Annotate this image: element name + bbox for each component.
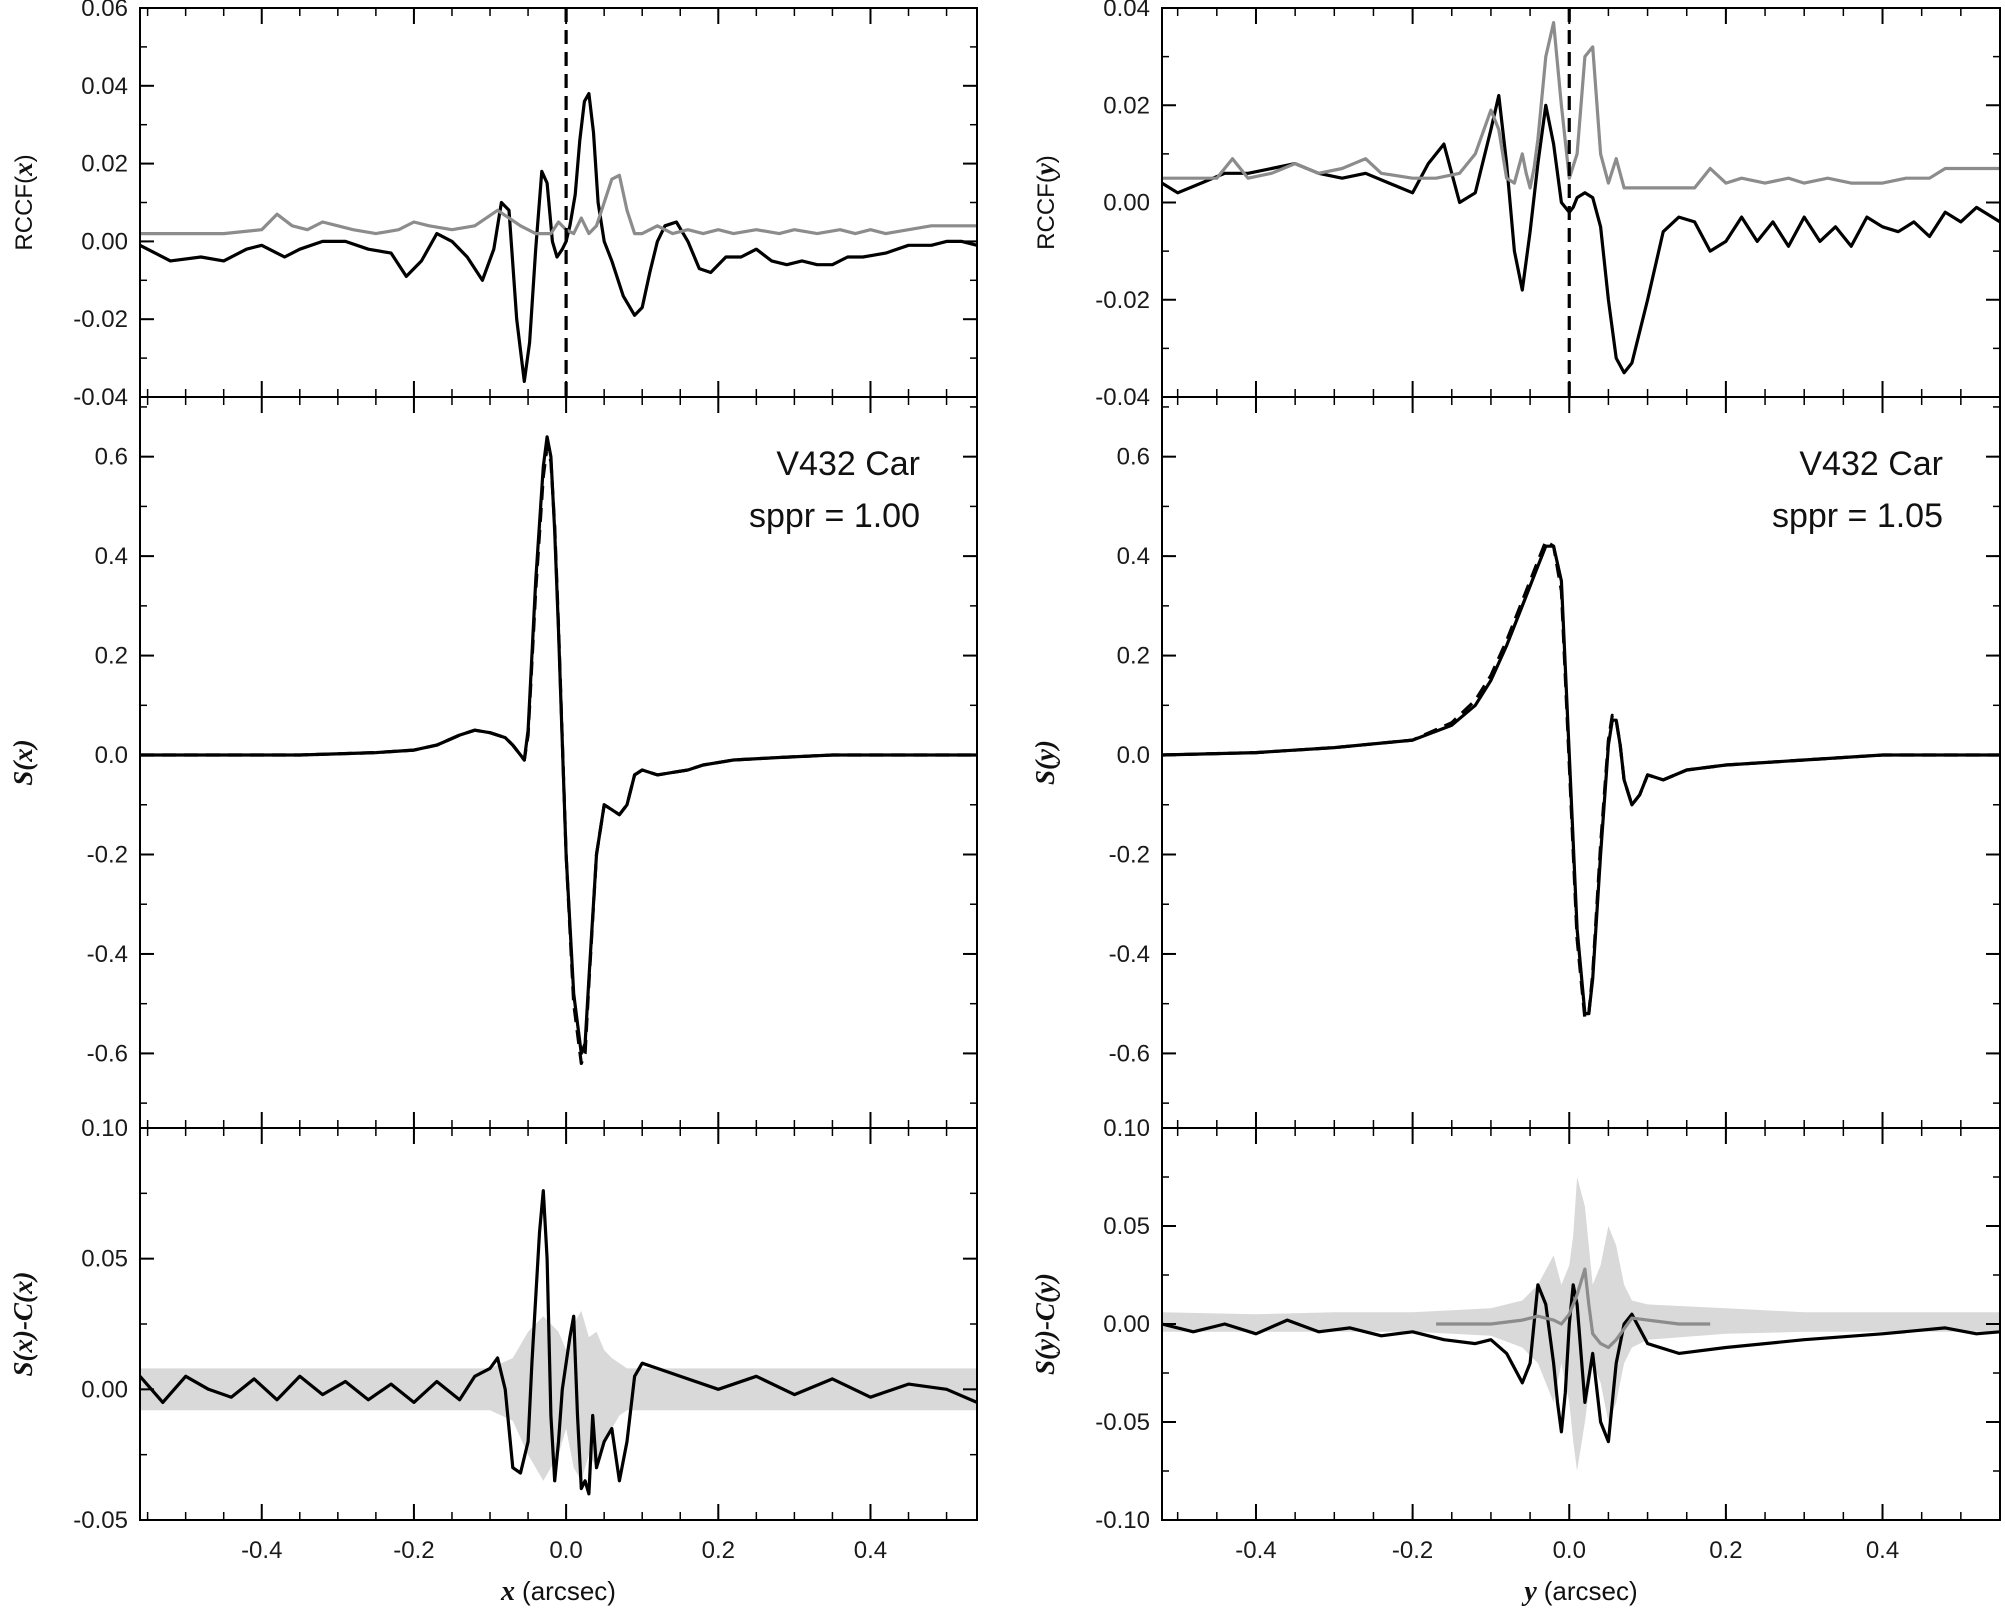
- x-tick-label: -0.2: [393, 1537, 434, 1564]
- x-axis-label: x (arcsec): [500, 1576, 616, 1607]
- y-axis-label: S(y): [1030, 740, 1060, 785]
- y-tick-label: -0.05: [73, 1507, 128, 1534]
- y-tick-label: 0.6: [1117, 444, 1150, 471]
- series-line-solid: [1162, 544, 2000, 1016]
- y-tick-label: -0.02: [1095, 287, 1150, 314]
- xlabel-unit: (arcsec): [522, 1576, 616, 1606]
- y-tick-label: 0.02: [81, 151, 128, 178]
- ylabel-var: x: [8, 162, 38, 177]
- y-tick-label: 0.00: [81, 1376, 128, 1403]
- y-tick-label: -0.05: [1095, 1409, 1150, 1436]
- x-tick-label: 0.2: [702, 1537, 735, 1564]
- y-tick-label: 0.00: [1103, 190, 1150, 217]
- series-line-black: [140, 1189, 977, 1496]
- y-tick-label: 0.06: [81, 0, 128, 22]
- annotation-line: V432 Car: [1799, 445, 1943, 483]
- y-axis-label: RCCF(x): [8, 154, 38, 250]
- y-tick-label: 0.4: [1117, 543, 1150, 570]
- y-tick-label: 0.0: [95, 742, 128, 769]
- y-tick-label: -0.04: [73, 384, 128, 411]
- y-tick-label: 0.02: [1103, 92, 1150, 119]
- series-line-dashed: [1162, 539, 2000, 1021]
- x-tick-label: 0.0: [1553, 1537, 1586, 1564]
- annotation-line: sppr = 1.05: [1772, 497, 1943, 535]
- y-tick-label: -0.02: [73, 306, 128, 333]
- x-tick-label: 0.4: [854, 1537, 887, 1564]
- series-line-gray: [1436, 1267, 1711, 1350]
- panel-s_x: -0.6 -0.4 -0.2 0.0 0.2 0.4 0.6 S(x) V432 Car sppr…: [8, 396, 978, 1129]
- y-tick-label: 0.2: [1117, 643, 1150, 670]
- y-tick-label: 0.05: [81, 1246, 128, 1273]
- y-tick-label: 0.05: [1103, 1213, 1150, 1240]
- y-tick-label: -0.6: [1109, 1040, 1150, 1067]
- axes-frame: [1161, 7, 2001, 398]
- panel-resid_x: -0.05 0.00 0.05 0.10 -0.4 -0.2 0.0 0.2 0.4 S(x)-C…: [8, 1115, 978, 1607]
- panel-s_y: -0.6 -0.4 -0.2 0.0 0.2 0.4 0.6 S(y) V432 Car sppr…: [1030, 396, 2001, 1129]
- x-tick-label: 0.0: [549, 1537, 582, 1564]
- y-tick-label: 0.10: [81, 1115, 128, 1142]
- y-tick-label: 0.10: [1103, 1115, 1150, 1142]
- y-axis-label: S(x): [8, 739, 38, 786]
- y-tick-label: 0.04: [81, 73, 128, 100]
- y-axis-label: RCCF(y): [1030, 155, 1060, 250]
- y-tick-label: 0.04: [1103, 0, 1150, 22]
- y-tick-label: 0.00: [81, 228, 128, 255]
- annotation-line: V432 Car: [776, 445, 920, 483]
- y-tick-label: -0.2: [87, 841, 128, 868]
- xlabel-var: x: [500, 1576, 522, 1607]
- series-line-gray: [1162, 21, 2000, 190]
- y-tick-label: -0.10: [1095, 1507, 1150, 1534]
- panel-rccf_y: -0.04 -0.02 0.00 0.02 0.04 RCCF(y): [1030, 0, 2001, 411]
- ylabel-part: RCCF(: [11, 176, 38, 251]
- y-tick-label: -0.4: [1109, 941, 1150, 968]
- y-tick-label: 0.4: [95, 543, 128, 570]
- xlabel-unit: (arcsec): [1544, 1576, 1638, 1606]
- uncertainty-band: [140, 1310, 977, 1481]
- annotation-line: sppr = 1.00: [749, 497, 920, 535]
- y-tick-label: -0.4: [87, 941, 128, 968]
- x-axis-label: y (arcsec): [1521, 1576, 1637, 1607]
- series-line-black: [1162, 1283, 2000, 1444]
- x-tick-label: 0.2: [1709, 1537, 1742, 1564]
- y-tick-label: 0.0: [1117, 742, 1150, 769]
- y-tick-label: -0.6: [87, 1040, 128, 1067]
- x-tick-label: -0.4: [241, 1537, 282, 1564]
- ylabel-var: y: [1030, 162, 1060, 178]
- axes-frame: [139, 7, 978, 398]
- y-axis-label: S(y)-C(y): [1030, 1273, 1060, 1375]
- panel-rccf_x: -0.04 -0.02 0.00 0.02 0.04 0.06 RCCF(x): [8, 0, 978, 411]
- xlabel-var: y: [1521, 1576, 1543, 1607]
- axes-frame: [139, 1127, 978, 1521]
- ylabel-part: ): [11, 154, 38, 162]
- series-line-black: [1162, 93, 2000, 375]
- x-tick-label: -0.2: [1392, 1537, 1433, 1564]
- panel-resid_y: -0.10 -0.05 0.00 0.05 0.10 -0.4 -0.2 0.0 0.2 0.4 S…: [1030, 1115, 2001, 1607]
- y-tick-label: 0.00: [1103, 1311, 1150, 1338]
- x-tick-label: 0.4: [1866, 1537, 1899, 1564]
- y-tick-label: -0.04: [1095, 384, 1150, 411]
- ylabel-part: RCCF(: [1033, 175, 1060, 250]
- y-tick-label: -0.2: [1109, 841, 1150, 868]
- series-line-black: [140, 92, 977, 383]
- x-tick-label: -0.4: [1235, 1537, 1276, 1564]
- y-axis-label: S(x)-C(x): [8, 1272, 38, 1377]
- series-line-gray: [140, 173, 977, 236]
- ylabel-part: ): [1033, 155, 1060, 163]
- series-line-dashed: [140, 445, 977, 1065]
- y-tick-label: 0.2: [95, 643, 128, 670]
- y-tick-label: 0.6: [95, 444, 128, 471]
- uncertainty-band: [1162, 1177, 2000, 1471]
